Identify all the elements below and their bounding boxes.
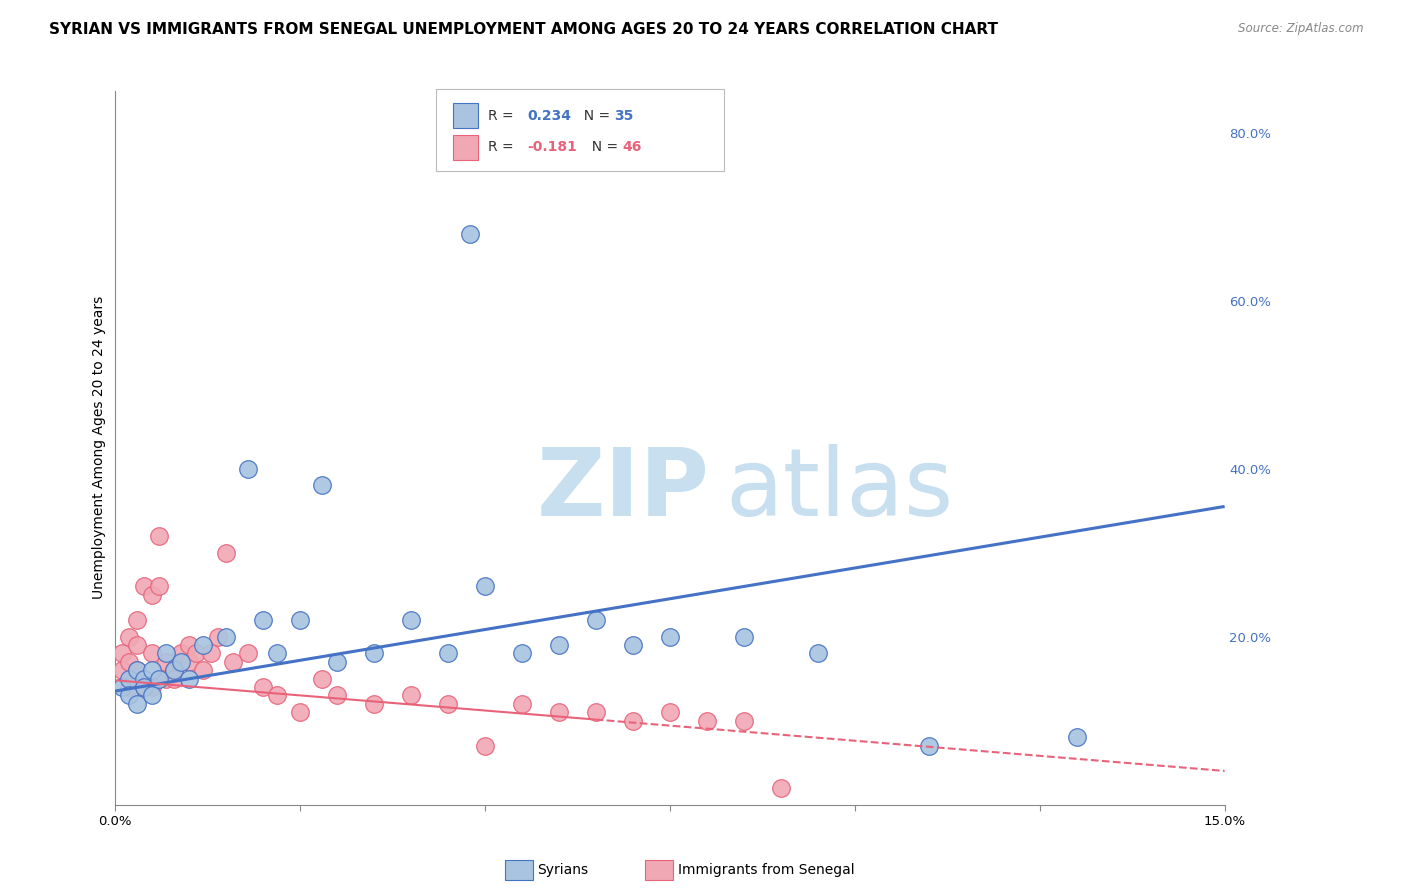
- Text: Syrians: Syrians: [537, 863, 588, 877]
- Point: [266, 646, 288, 660]
- Point: [325, 689, 347, 703]
- Point: [733, 714, 755, 728]
- Text: 35: 35: [614, 109, 634, 123]
- Point: [207, 630, 229, 644]
- Point: [311, 672, 333, 686]
- Point: [585, 705, 607, 719]
- Point: [288, 613, 311, 627]
- Point: [510, 646, 533, 660]
- Point: [148, 579, 170, 593]
- Point: [399, 689, 422, 703]
- Point: [200, 646, 222, 660]
- Point: [288, 705, 311, 719]
- Text: SYRIAN VS IMMIGRANTS FROM SENEGAL UNEMPLOYMENT AMONG AGES 20 TO 24 YEARS CORRELA: SYRIAN VS IMMIGRANTS FROM SENEGAL UNEMPL…: [49, 22, 998, 37]
- Point: [155, 646, 177, 660]
- Point: [163, 663, 186, 677]
- Point: [111, 663, 134, 677]
- Point: [510, 697, 533, 711]
- Text: 0.234: 0.234: [527, 109, 571, 123]
- Point: [621, 714, 644, 728]
- Point: [141, 663, 163, 677]
- Point: [436, 646, 458, 660]
- Point: [184, 646, 207, 660]
- Point: [236, 646, 259, 660]
- Point: [125, 663, 148, 677]
- Point: [148, 529, 170, 543]
- Point: [917, 739, 939, 753]
- Text: R =: R =: [488, 140, 517, 154]
- Point: [733, 630, 755, 644]
- Point: [141, 646, 163, 660]
- Point: [658, 630, 681, 644]
- Point: [125, 663, 148, 677]
- Point: [696, 714, 718, 728]
- Point: [585, 613, 607, 627]
- Point: [658, 705, 681, 719]
- Point: [111, 646, 134, 660]
- Point: [118, 630, 141, 644]
- Point: [118, 689, 141, 703]
- Point: [363, 646, 385, 660]
- Point: [163, 663, 186, 677]
- Point: [222, 655, 245, 669]
- Point: [325, 655, 347, 669]
- Point: [177, 638, 200, 652]
- Point: [125, 613, 148, 627]
- Point: [399, 613, 422, 627]
- Point: [118, 680, 141, 694]
- Point: [1066, 731, 1088, 745]
- Point: [141, 588, 163, 602]
- Point: [458, 227, 481, 241]
- Text: N =: N =: [575, 109, 614, 123]
- Point: [118, 672, 141, 686]
- Point: [547, 705, 569, 719]
- Point: [474, 579, 496, 593]
- Point: [134, 680, 156, 694]
- Text: 46: 46: [623, 140, 643, 154]
- Text: Immigrants from Senegal: Immigrants from Senegal: [678, 863, 855, 877]
- Point: [155, 672, 177, 686]
- Point: [111, 680, 134, 694]
- Text: N =: N =: [583, 140, 623, 154]
- Point: [118, 655, 141, 669]
- Point: [177, 655, 200, 669]
- Point: [125, 697, 148, 711]
- Point: [621, 638, 644, 652]
- Text: Source: ZipAtlas.com: Source: ZipAtlas.com: [1239, 22, 1364, 36]
- Text: atlas: atlas: [725, 444, 953, 536]
- Text: -0.181: -0.181: [527, 140, 576, 154]
- Y-axis label: Unemployment Among Ages 20 to 24 years: Unemployment Among Ages 20 to 24 years: [93, 296, 107, 599]
- Text: R =: R =: [488, 109, 517, 123]
- Point: [125, 638, 148, 652]
- Text: ZIP: ZIP: [537, 444, 709, 536]
- Point: [170, 646, 193, 660]
- Point: [252, 680, 274, 694]
- Point: [193, 638, 215, 652]
- Point: [547, 638, 569, 652]
- Point: [363, 697, 385, 711]
- Point: [134, 579, 156, 593]
- Point: [141, 689, 163, 703]
- Point: [134, 680, 156, 694]
- Point: [163, 672, 186, 686]
- Point: [214, 630, 236, 644]
- Point: [214, 546, 236, 560]
- Point: [252, 613, 274, 627]
- Point: [769, 780, 792, 795]
- Point: [807, 646, 830, 660]
- Point: [177, 672, 200, 686]
- Point: [474, 739, 496, 753]
- Point: [311, 478, 333, 492]
- Point: [236, 461, 259, 475]
- Point: [134, 672, 156, 686]
- Point: [436, 697, 458, 711]
- Point: [141, 680, 163, 694]
- Point: [193, 663, 215, 677]
- Point: [170, 655, 193, 669]
- Point: [266, 689, 288, 703]
- Point: [148, 672, 170, 686]
- Point: [155, 655, 177, 669]
